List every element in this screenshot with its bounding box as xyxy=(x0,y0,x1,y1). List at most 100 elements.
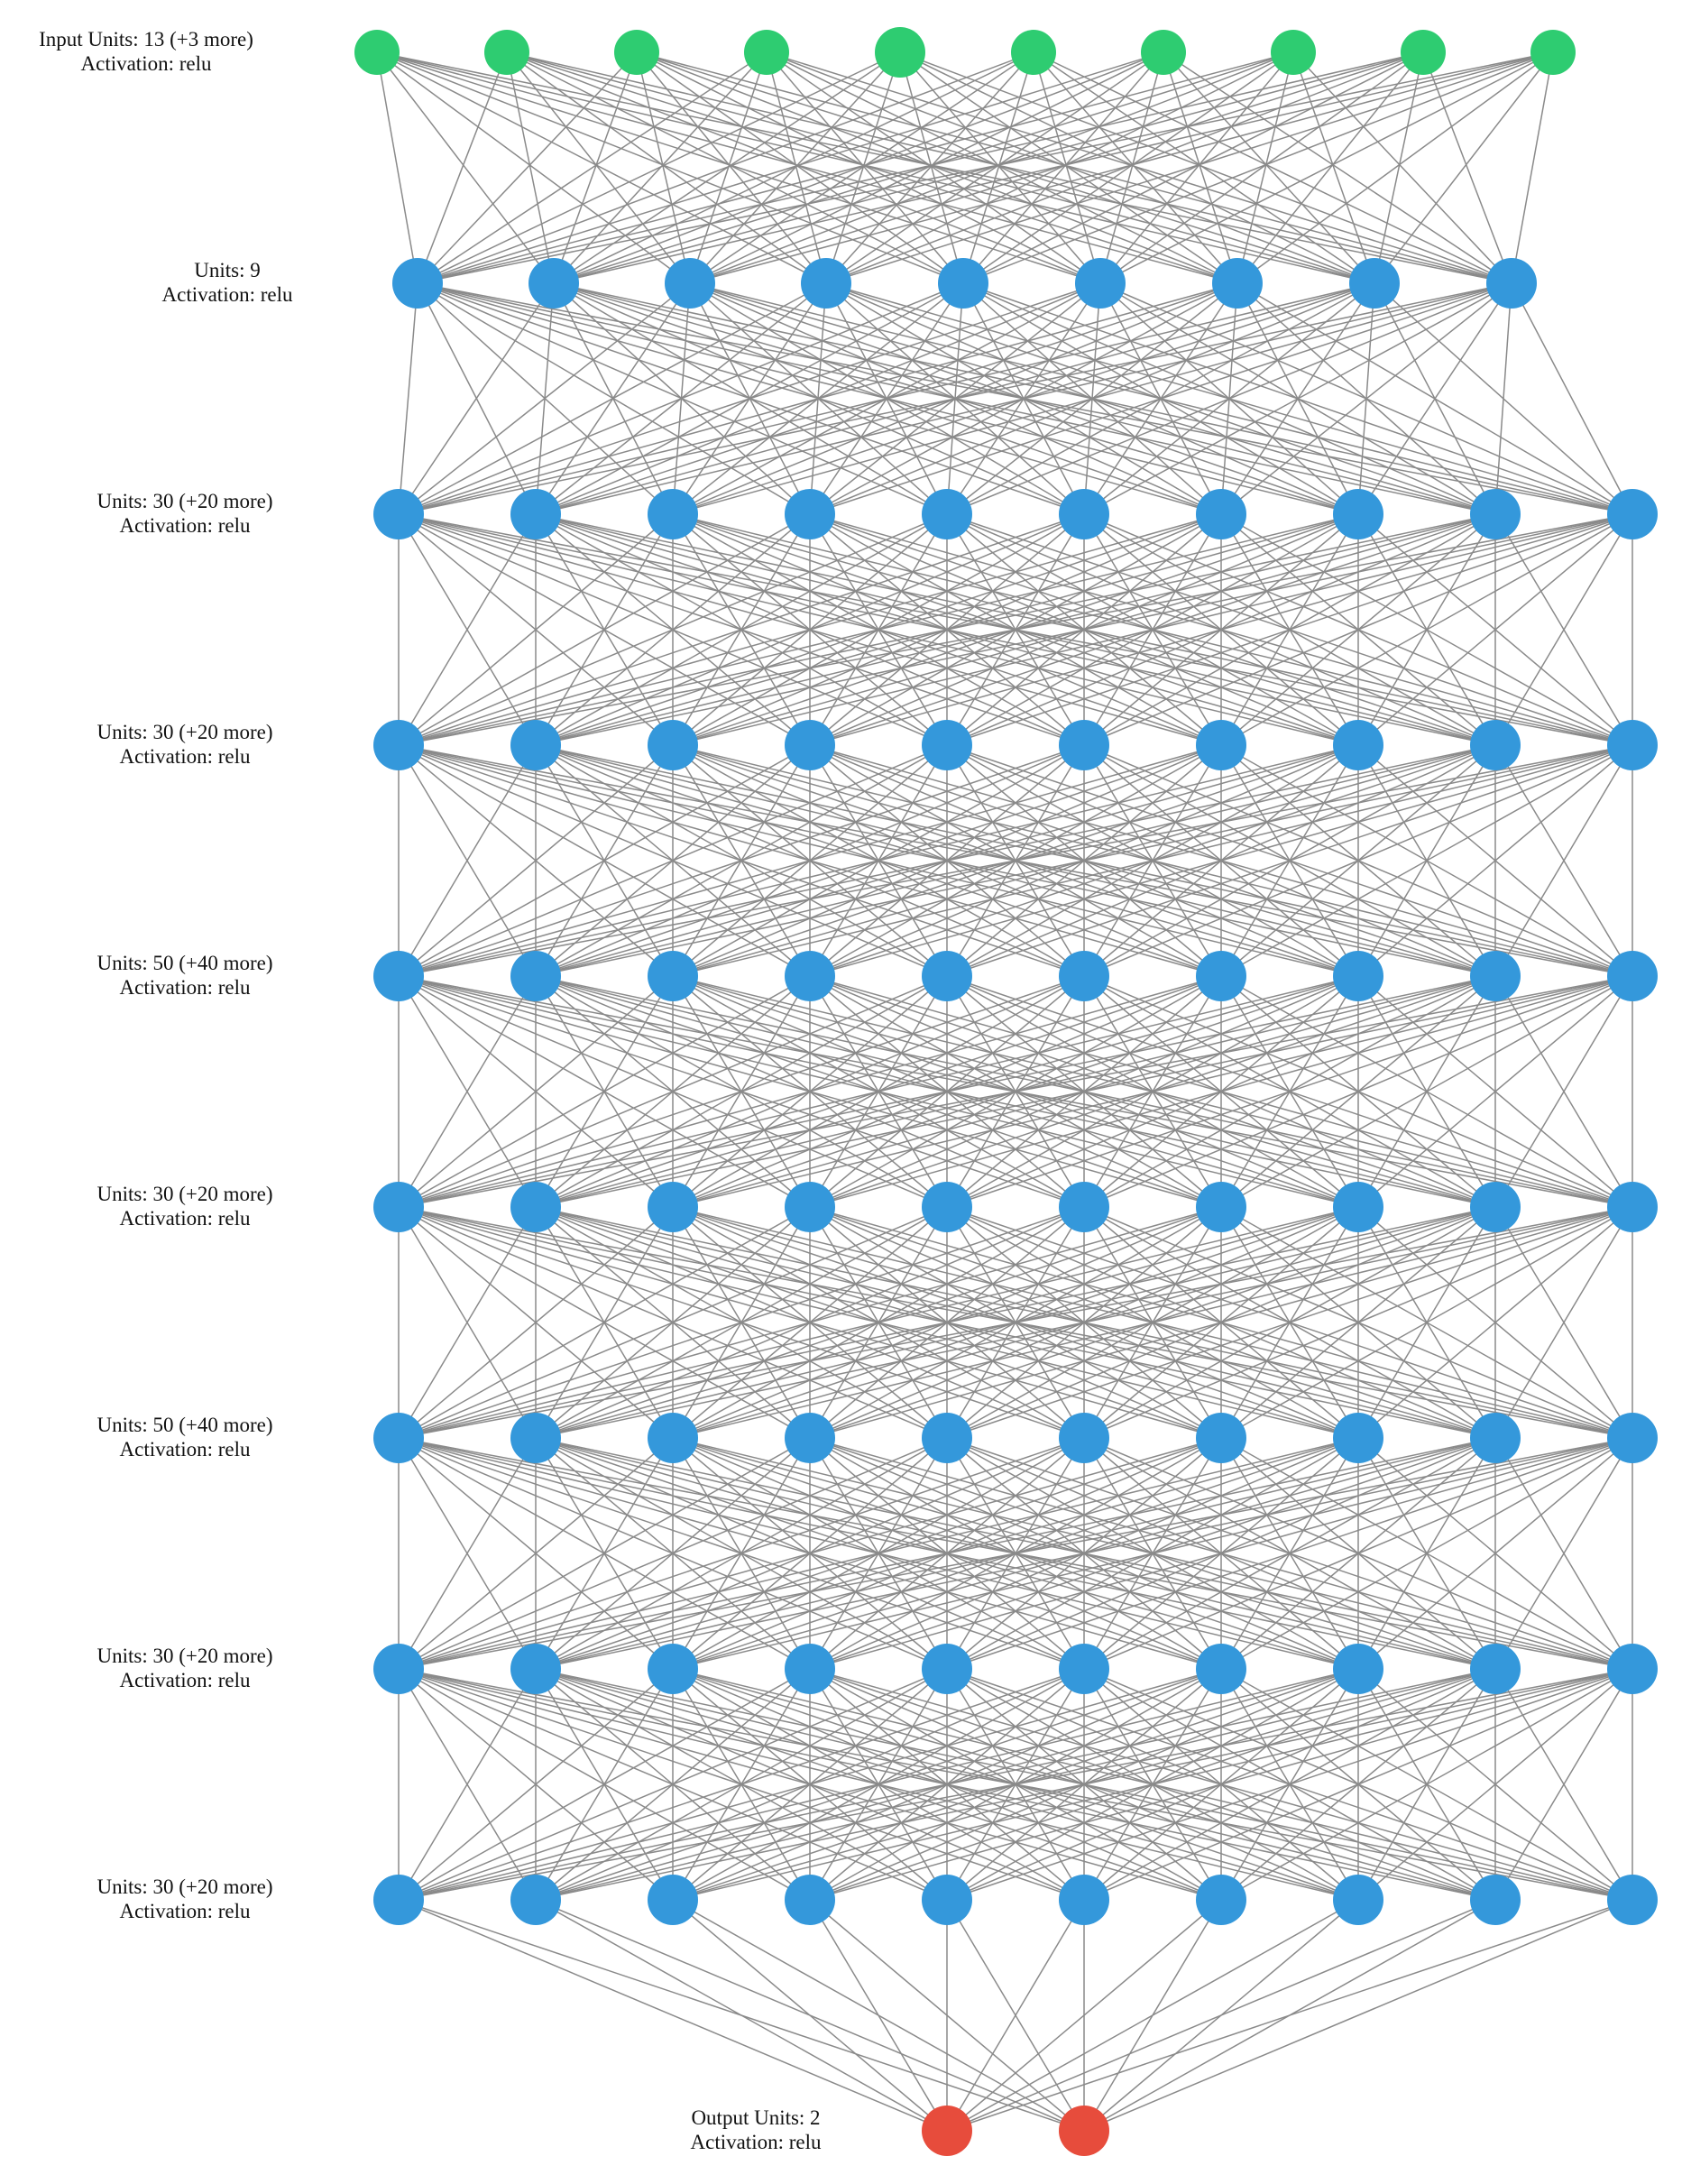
connection-3-9-3 xyxy=(809,744,1633,977)
connection-3-9-2 xyxy=(672,744,1633,977)
connection-0-6-3 xyxy=(825,51,1164,284)
connection-6-8-0 xyxy=(398,1437,1496,1670)
hidden-node-layer7-0 xyxy=(373,1644,424,1694)
hidden-node-layer5-9 xyxy=(1607,1182,1658,1232)
hidden-node-layer1-4 xyxy=(938,258,988,309)
connection-0-7-6 xyxy=(1236,51,1294,284)
hidden-node-layer6-0 xyxy=(373,1413,424,1463)
connection-0-0-6 xyxy=(376,51,1238,284)
hidden-node-layer7-4 xyxy=(922,1644,972,1694)
connection-4-9-7 xyxy=(1357,975,1633,1208)
connection-3-5-0 xyxy=(398,744,1085,977)
connection-1-8-3 xyxy=(809,282,1512,515)
layer-labels: Input Units: 13 (+3 more) Activation: rel… xyxy=(39,28,822,2153)
connection-7-6-0 xyxy=(398,1668,1222,1901)
connection-0-6-1 xyxy=(553,51,1164,284)
layer-label-activation-7: Activation: relu xyxy=(120,1669,251,1691)
layer-label-7: Units: 30 (+20 more) Activation: relu xyxy=(97,1645,272,1691)
connection-0-7-3 xyxy=(825,51,1294,284)
connection-8-0-0 xyxy=(398,1899,948,2132)
neurons xyxy=(354,27,1658,2156)
input-node-layer0-3 xyxy=(744,30,789,75)
connection-1-8-6 xyxy=(1220,282,1512,515)
hidden-node-layer7-2 xyxy=(648,1644,698,1694)
input-node-layer0-1 xyxy=(484,30,529,75)
hidden-node-layer2-0 xyxy=(373,489,424,539)
hidden-node-layer8-2 xyxy=(648,1875,698,1925)
hidden-node-layer3-8 xyxy=(1470,720,1521,770)
layer-label-0: Input Units: 13 (+3 more) Activation: rel… xyxy=(39,28,253,75)
connection-0-0-1 xyxy=(376,51,555,284)
connection-4-9-8 xyxy=(1494,975,1633,1208)
connection-2-9-2 xyxy=(672,513,1633,746)
connection-7-5-0 xyxy=(398,1668,1085,1901)
connection-6-9-4 xyxy=(946,1437,1633,1670)
connection-3-1-0 xyxy=(398,744,537,977)
connection-0-8-6 xyxy=(1236,51,1424,284)
connection-0-0-8 xyxy=(376,51,1512,284)
connection-1-3-0 xyxy=(398,282,827,515)
connection-2-7-0 xyxy=(398,513,1359,746)
connection-5-6-0 xyxy=(398,1206,1222,1439)
layer-label-activation-2: Activation: relu xyxy=(120,514,251,537)
connection-7-9-8 xyxy=(1494,1668,1633,1901)
connection-2-9-4 xyxy=(946,513,1633,746)
connection-0-3-7 xyxy=(766,51,1375,284)
connection-0-2-8 xyxy=(636,51,1512,284)
connection-0-6-8 xyxy=(1163,51,1512,284)
connection-7-2-0 xyxy=(398,1668,674,1901)
hidden-node-layer1-2 xyxy=(665,258,715,309)
hidden-node-layer1-5 xyxy=(1075,258,1126,309)
connection-0-8-3 xyxy=(825,51,1424,284)
hidden-node-layer4-5 xyxy=(1059,951,1109,1001)
layer-label-6: Units: 50 (+40 more) Activation: relu xyxy=(97,1414,272,1461)
hidden-node-layer5-1 xyxy=(510,1182,561,1232)
connection-4-9-5 xyxy=(1083,975,1633,1208)
hidden-node-layer2-9 xyxy=(1607,489,1658,539)
layer-label-activation-6: Activation: relu xyxy=(120,1438,251,1461)
connection-2-9-6 xyxy=(1220,513,1633,746)
connection-0-6-6 xyxy=(1163,51,1238,284)
hidden-node-layer3-3 xyxy=(785,720,835,770)
hidden-node-layer1-1 xyxy=(528,258,579,309)
input-node-layer0-0 xyxy=(354,30,400,75)
connection-0-2-1 xyxy=(553,51,638,284)
connection-0-3-3 xyxy=(766,51,827,284)
connection-1-8-8 xyxy=(1494,282,1512,515)
connection-3-4-0 xyxy=(398,744,948,977)
connections xyxy=(376,51,1633,2132)
hidden-node-layer5-8 xyxy=(1470,1182,1521,1232)
connection-1-8-1 xyxy=(535,282,1512,515)
connection-4-9-4 xyxy=(946,975,1633,1208)
connection-5-9-5 xyxy=(1083,1206,1633,1439)
connection-0-4-4 xyxy=(899,51,964,284)
hidden-node-layer7-5 xyxy=(1059,1644,1109,1694)
hidden-node-layer6-5 xyxy=(1059,1413,1109,1463)
connection-0-9-8 xyxy=(1511,51,1554,284)
connection-0-5-6 xyxy=(1033,51,1238,284)
layer-label-units-8: Units: 30 (+20 more) xyxy=(97,1875,272,1898)
hidden-node-layer8-4 xyxy=(922,1875,972,1925)
connection-4-9-1 xyxy=(535,975,1633,1208)
connection-0-8-0 xyxy=(417,51,1424,284)
hidden-node-layer8-6 xyxy=(1196,1875,1246,1925)
connection-3-9-5 xyxy=(1083,744,1633,977)
connection-0-5-7 xyxy=(1033,51,1375,284)
layer-label-3: Units: 30 (+20 more) Activation: relu xyxy=(97,721,272,768)
connection-7-9-1 xyxy=(535,1668,1633,1901)
connection-5-3-0 xyxy=(398,1206,811,1439)
connection-6-2-0 xyxy=(398,1437,674,1670)
connection-0-3-2 xyxy=(689,51,767,284)
hidden-node-layer6-3 xyxy=(785,1413,835,1463)
layer-label-units-3: Units: 30 (+20 more) xyxy=(97,721,272,743)
connection-1-4-0 xyxy=(398,282,964,515)
connection-0-5-2 xyxy=(689,51,1034,284)
layer-label-8: Units: 30 (+20 more) Activation: relu xyxy=(97,1875,272,1922)
hidden-node-layer5-7 xyxy=(1333,1182,1383,1232)
hidden-node-layer8-7 xyxy=(1333,1875,1383,1925)
layer-label-activation-4: Activation: relu xyxy=(120,976,251,999)
connection-3-9-1 xyxy=(535,744,1633,977)
connection-0-4-0 xyxy=(417,51,901,284)
connection-0-0-0 xyxy=(376,51,418,284)
connection-2-9-8 xyxy=(1494,513,1633,746)
